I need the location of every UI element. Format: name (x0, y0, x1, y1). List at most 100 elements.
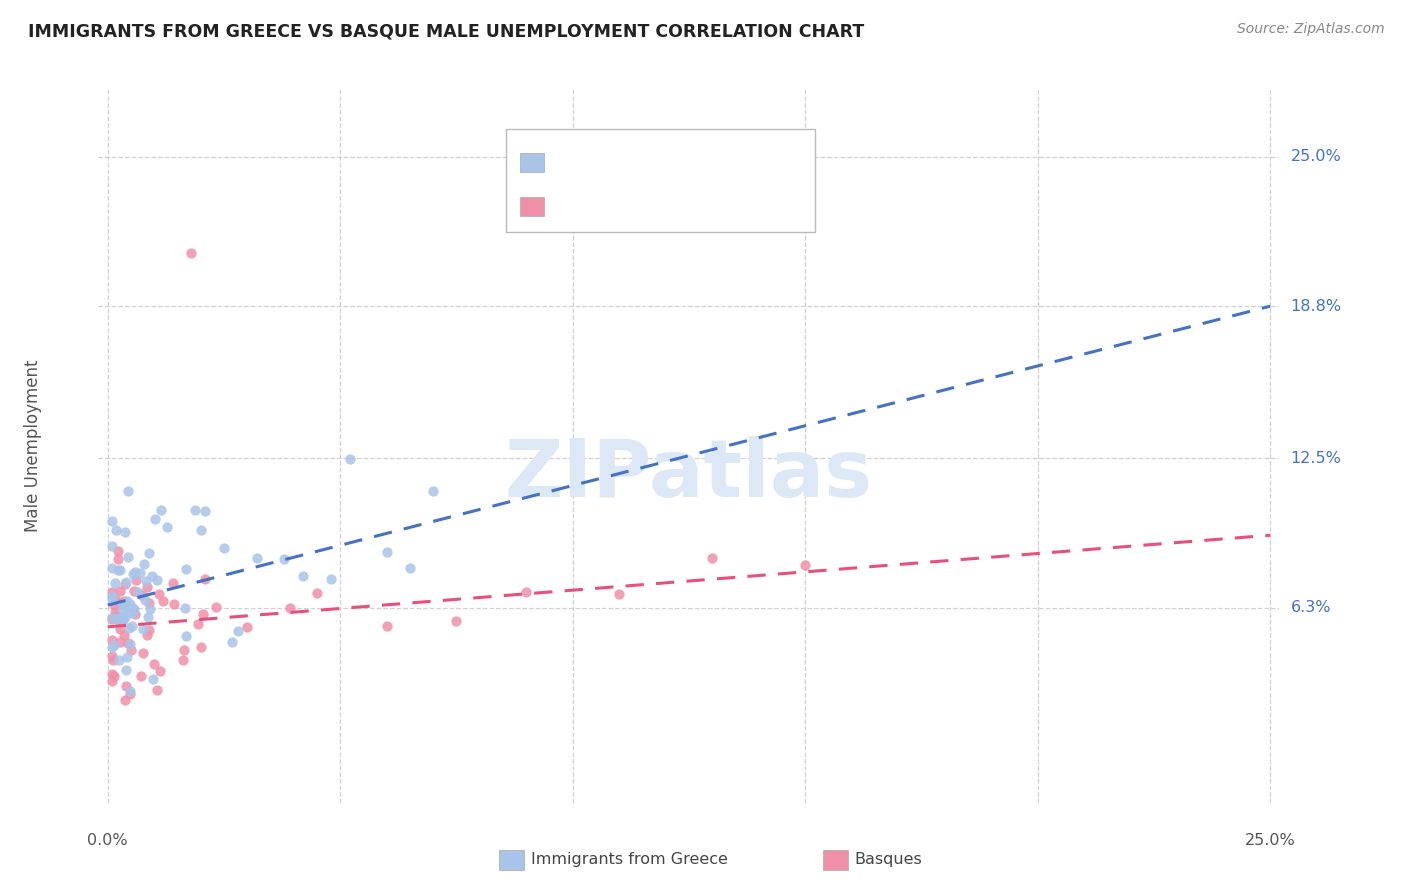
Point (108, 584, 131, 599)
Point (121, 619, 143, 633)
Text: 25.0%: 25.0% (1291, 149, 1341, 164)
Point (101, 612, 124, 626)
Point (111, 608, 134, 623)
Point (105, 609, 128, 624)
Point (111, 615, 134, 629)
Point (120, 597, 142, 611)
Point (136, 628, 159, 642)
Point (146, 682, 169, 697)
Point (375, 545, 398, 559)
Text: N = 61: N = 61 (678, 199, 738, 214)
Point (114, 524, 136, 539)
Text: 18.8%: 18.8% (1291, 299, 1341, 314)
Point (134, 593, 156, 607)
Point (107, 551, 129, 566)
Point (104, 605, 127, 619)
Point (187, 617, 209, 632)
Text: 0.0%: 0.0% (87, 833, 128, 848)
Point (152, 594, 174, 608)
Point (422, 483, 444, 498)
Point (104, 592, 127, 607)
Point (101, 540, 124, 554)
Point (173, 601, 195, 615)
Point (111, 604, 134, 618)
Point (305, 586, 328, 600)
Point (205, 600, 228, 615)
Point (115, 599, 138, 614)
Point (107, 613, 129, 627)
Point (122, 583, 145, 598)
Point (114, 692, 136, 706)
Point (104, 610, 127, 624)
Point (173, 643, 195, 657)
Point (292, 568, 315, 582)
Point (146, 574, 169, 588)
Point (121, 606, 143, 620)
Text: Basques: Basques (855, 853, 922, 867)
Point (162, 575, 184, 590)
Point (122, 601, 145, 615)
Point (515, 585, 537, 599)
Point (180, 246, 202, 260)
Point (101, 592, 124, 607)
Point (117, 650, 139, 665)
Point (107, 544, 129, 558)
Point (108, 622, 131, 636)
Point (190, 523, 212, 537)
Point (245, 551, 267, 566)
Point (108, 563, 131, 577)
Point (702, 550, 724, 565)
Point (212, 541, 235, 555)
Point (446, 614, 468, 628)
Point (273, 551, 295, 566)
Point (117, 593, 139, 607)
Point (101, 584, 124, 599)
Point (121, 601, 143, 615)
Point (399, 561, 422, 575)
Text: ZIPatlas: ZIPatlas (505, 435, 873, 514)
Point (120, 684, 142, 698)
Point (136, 610, 159, 624)
Point (114, 610, 136, 624)
Point (172, 653, 194, 667)
Text: R =  0.161: R = 0.161 (553, 199, 638, 214)
Point (141, 568, 163, 582)
Point (138, 623, 160, 637)
Point (117, 483, 139, 498)
Point (107, 653, 129, 667)
Point (111, 598, 134, 612)
Point (101, 653, 124, 667)
Text: R = 0.237: R = 0.237 (553, 155, 633, 170)
Point (112, 594, 135, 608)
Point (101, 610, 124, 624)
Point (138, 545, 160, 559)
Point (118, 621, 141, 635)
Text: 6.3%: 6.3% (1291, 600, 1331, 615)
Point (103, 669, 125, 683)
Text: Male Unemployment: Male Unemployment (24, 359, 42, 533)
Point (112, 628, 135, 642)
Point (145, 512, 167, 526)
Text: 25.0%: 25.0% (1244, 833, 1295, 848)
Point (221, 635, 243, 649)
Point (194, 572, 217, 586)
Text: 12.5%: 12.5% (1291, 450, 1341, 466)
Point (236, 620, 259, 634)
Point (129, 566, 152, 581)
Point (191, 607, 214, 621)
Point (103, 598, 125, 612)
Point (124, 565, 146, 579)
Point (117, 635, 139, 649)
Point (103, 638, 125, 652)
Point (135, 580, 157, 594)
Point (107, 563, 129, 577)
Point (117, 549, 139, 564)
Point (108, 596, 131, 610)
Point (131, 669, 153, 683)
Point (138, 596, 160, 610)
Point (794, 558, 817, 573)
Point (163, 598, 186, 612)
Point (135, 574, 157, 588)
Point (194, 504, 217, 518)
Point (118, 687, 141, 701)
